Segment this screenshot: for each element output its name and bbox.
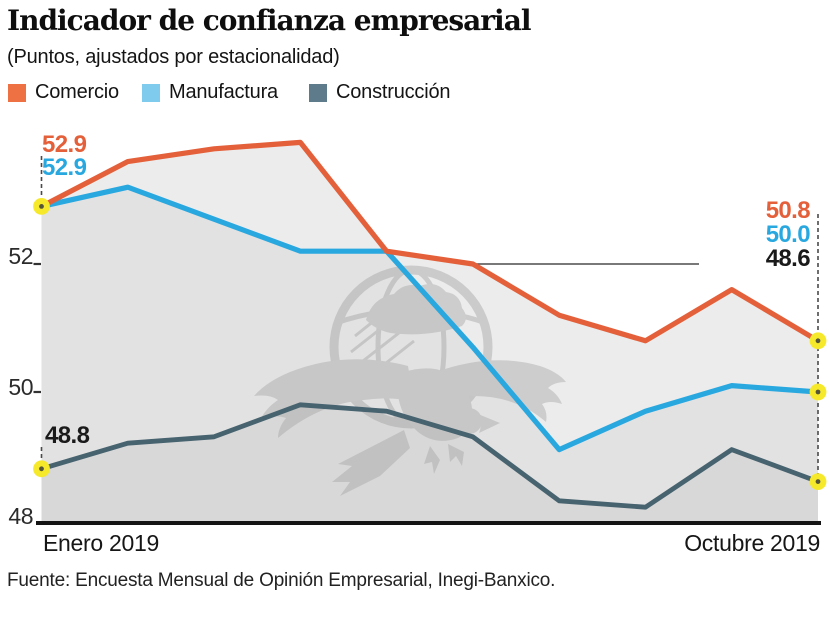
line-manufactura	[38, 184, 821, 453]
y-tick-52: 52	[8, 243, 33, 269]
marker-center	[39, 204, 44, 209]
legend-label: Comercio	[35, 81, 119, 103]
page-title: Indicador de confianza empresarial	[7, 4, 531, 37]
legend-swatch-construccion-icon	[309, 83, 327, 102]
legend-swatch-comercio-icon	[8, 83, 26, 102]
chart-subtitle-units: (Puntos, ajustados por estacionalidad)	[7, 46, 340, 68]
x-axis-label-start: Enero 2019	[43, 530, 159, 556]
legend-swatch-manufactura-icon	[142, 83, 160, 102]
source-credit: Fuente: Encuesta Mensual de Opinión Empr…	[7, 570, 556, 591]
start-value-comercio: 52.9	[42, 131, 87, 158]
marker-center	[815, 338, 821, 344]
marker-center	[815, 389, 821, 395]
legend-item-manufactura: Manufactura	[142, 81, 278, 104]
end-value-comercio: 50.8	[765, 197, 811, 224]
start-value-construccion: 48.8	[45, 422, 90, 449]
y-tick-50: 50	[8, 374, 33, 400]
line-comercio	[38, 139, 821, 344]
series-lines	[38, 139, 821, 510]
start-value-manufactura: 52.9	[42, 154, 87, 181]
legend-item-comercio: Comercio	[8, 81, 119, 104]
x-axis-line	[33, 262, 821, 525]
endpoint-markers	[33, 198, 827, 490]
area-construccion	[41, 404, 818, 522]
y-tick-48: 48	[8, 503, 33, 529]
end-value-manufactura: 50.0	[765, 221, 811, 248]
marker-center	[39, 466, 44, 472]
x-axis-label-end: Octubre 2019	[684, 530, 820, 556]
legend-label: Construcción	[336, 81, 451, 103]
line-construccion	[39, 402, 821, 510]
legend-label: Manufactura	[169, 81, 278, 103]
legend: Comercio Manufactura Construcción	[0, 81, 829, 103]
end-value-construccion: 48.6	[765, 245, 811, 272]
watermark-eagle-globe-icon	[254, 265, 566, 496]
marker-center	[815, 479, 821, 484]
legend-item-construccion: Construcción	[309, 81, 451, 104]
